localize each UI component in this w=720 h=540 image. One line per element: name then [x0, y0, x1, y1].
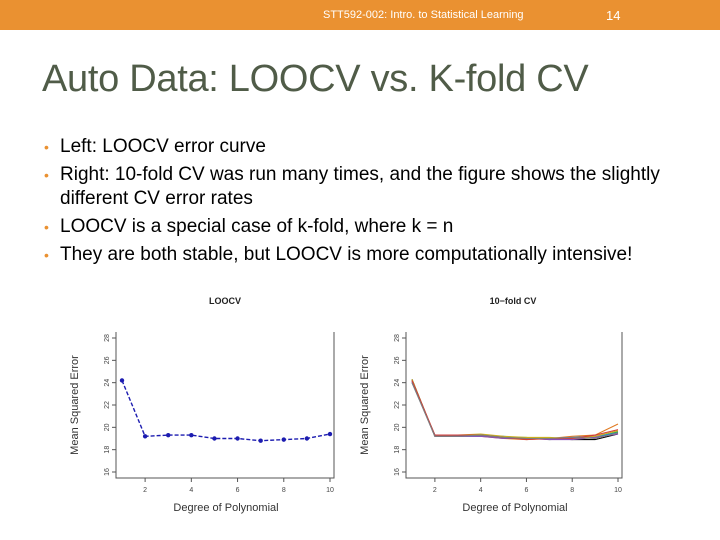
- data-point: [258, 438, 263, 443]
- y-axis-label: Mean Squared Error: [359, 355, 371, 455]
- series-line: [411, 381, 619, 441]
- y-tick-label: 24: [394, 379, 401, 387]
- data-point: [327, 431, 333, 437]
- bullet-dot-icon: •: [44, 247, 49, 263]
- slide-title: Auto Data: LOOCV vs. K-fold CV: [42, 58, 589, 100]
- header-bar: STT592-002: Intro. to Statistical Learni…: [0, 0, 720, 30]
- x-tick-label: 4: [479, 487, 483, 494]
- y-tick-label: 18: [394, 446, 401, 454]
- data-point: [166, 432, 171, 438]
- bullet-text: They are both stable, but LOOCV is more …: [60, 244, 633, 265]
- plot-frame: [115, 332, 335, 479]
- bullet-list: • Left: LOOCV error curve • Right: 10-fold…: [44, 135, 704, 271]
- series-line: [411, 379, 619, 441]
- y-tick-label: 20: [104, 423, 111, 431]
- data-point: [119, 378, 125, 383]
- y-tick-label: 28: [104, 334, 111, 342]
- x-tick-label: 6: [236, 487, 240, 494]
- y-tick-label: 24: [104, 379, 111, 387]
- page-number: 14: [606, 8, 621, 23]
- y-tick-label: 26: [104, 356, 111, 364]
- x-tick-label: 10: [326, 487, 334, 494]
- data-point: [142, 434, 148, 439]
- bullet-dot-icon: •: [44, 139, 49, 155]
- x-tick-label: 8: [282, 487, 286, 494]
- y-tick-label: 16: [394, 468, 401, 476]
- series-line: [411, 379, 619, 440]
- y-tick-label: 18: [104, 446, 111, 454]
- x-tick-label: 2: [143, 487, 147, 494]
- bullet-text: Right: 10-fold CV was run many times, an…: [60, 164, 660, 209]
- bullet-item: • Left: LOOCV error curve: [44, 135, 704, 159]
- bullet-dot-icon: •: [44, 219, 49, 235]
- plot-frame: [405, 332, 623, 479]
- data-point: [212, 436, 217, 441]
- series-line: [121, 380, 331, 442]
- series-line: [411, 381, 619, 441]
- series-line: [411, 382, 619, 440]
- y-axis-label: Mean Squared Error: [69, 355, 81, 455]
- bullet-item: • Right: 10-fold CV was run many times, a…: [44, 163, 704, 211]
- course-title: STT592-002: Intro. to Statistical Learni…: [323, 9, 524, 21]
- x-tick-label: 6: [524, 487, 528, 494]
- bullet-text: LOOCV is a special case of k-fold, where…: [60, 216, 454, 237]
- y-tick-label: 22: [104, 401, 111, 409]
- bullet-item: • LOOCV is a special case of k-fold, wher…: [44, 215, 704, 239]
- y-tick-label: 26: [394, 356, 401, 364]
- data-point: [304, 436, 310, 441]
- y-tick-label: 16: [104, 468, 111, 476]
- x-tick-label: 2: [433, 487, 437, 494]
- bullet-dot-icon: •: [44, 167, 49, 183]
- data-point: [189, 432, 194, 438]
- series-line: [411, 380, 619, 441]
- bullet-text: Left: LOOCV error curve: [60, 136, 266, 157]
- series-line: [411, 382, 619, 440]
- series-line: [411, 380, 619, 441]
- chart-title: LOOCV: [209, 296, 241, 306]
- x-axis-label: Degree of Polynomial: [462, 502, 567, 514]
- data-point: [281, 437, 286, 442]
- x-tick-label: 10: [614, 487, 622, 494]
- chart-title: 10−fold CV: [490, 296, 537, 306]
- data-point: [235, 436, 240, 441]
- x-tick-label: 8: [570, 487, 574, 494]
- y-tick-label: 20: [394, 423, 401, 431]
- bullet-item: • They are both stable, but LOOCV is more…: [44, 243, 704, 267]
- y-tick-label: 28: [394, 334, 401, 342]
- y-tick-label: 22: [394, 401, 401, 409]
- x-axis-label: Degree of Polynomial: [173, 502, 278, 514]
- x-tick-label: 4: [189, 487, 193, 494]
